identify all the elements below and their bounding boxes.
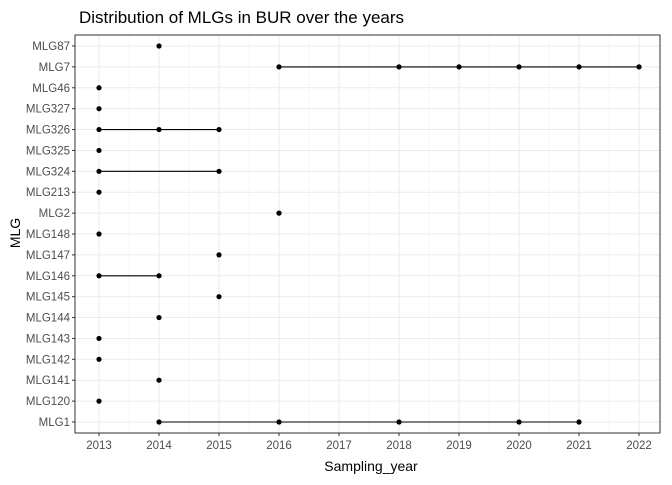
- x-tick-label: 2015: [206, 440, 232, 452]
- y-tick-label: MLG120: [26, 396, 70, 408]
- x-tick-label: 2014: [146, 440, 172, 452]
- x-tick-label: 2020: [506, 440, 532, 452]
- x-tick-label: 2016: [266, 440, 292, 452]
- data-point-mlg7-2022: [636, 64, 642, 70]
- data-point-mlg1-2020: [516, 419, 522, 425]
- y-tick-label: MLG148: [26, 229, 70, 241]
- data-point-mlg324-2015: [216, 168, 222, 174]
- data-point-mlg141-2014: [156, 377, 162, 383]
- data-point-mlg213-2013: [96, 189, 102, 195]
- y-tick-label: MLG145: [26, 292, 70, 304]
- y-tick-label: MLG326: [26, 125, 70, 137]
- data-point-mlg147-2015: [216, 252, 222, 258]
- x-tick-label: 2022: [626, 440, 652, 452]
- y-tick-label: MLG2: [39, 208, 70, 220]
- data-points: [96, 43, 642, 425]
- data-point-mlg327-2013: [96, 106, 102, 112]
- data-point-mlg143-2013: [96, 335, 102, 342]
- x-axis-title: Sampling_year: [324, 458, 418, 474]
- data-point-mlg1-2016: [276, 419, 282, 425]
- y-tick-label: MLG324: [26, 166, 71, 178]
- data-point-mlg326-2013: [96, 126, 102, 133]
- data-point-mlg87-2014: [156, 43, 162, 49]
- data-point-mlg1-2021: [576, 419, 582, 425]
- y-tick-label: MLG325: [26, 145, 70, 157]
- data-point-mlg148-2013: [96, 231, 102, 237]
- data-point-mlg7-2021: [576, 64, 582, 70]
- y-tick-label: MLG141: [26, 375, 70, 387]
- y-tick-label: MLG213: [26, 187, 70, 199]
- data-point-mlg146-2014: [156, 273, 162, 279]
- y-tick-label: MLG87: [32, 41, 70, 53]
- x-tick-label: 2019: [446, 440, 472, 452]
- x-tick-label: 2013: [86, 440, 112, 452]
- data-point-mlg326-2015: [216, 126, 222, 133]
- data-point-mlg145-2015: [216, 294, 222, 300]
- y-tick-label: MLG143: [26, 333, 70, 345]
- y-tick-label: MLG327: [26, 104, 70, 116]
- data-point-mlg120-2013: [96, 398, 102, 404]
- y-axis: MLG87 MLG7 MLG46 MLG327 MLG326 MLG325 MLG324 ML…: [26, 41, 75, 429]
- data-point-mlg324-2013: [96, 168, 102, 174]
- y-tick-label: MLG46: [32, 83, 70, 95]
- y-axis-title: MLG: [7, 218, 23, 248]
- y-tick-label: MLG146: [26, 271, 70, 283]
- x-tick-label: 2017: [326, 440, 352, 452]
- y-tick-label: MLG142: [26, 354, 70, 366]
- x-axis: 2013 2014 2015 2016 2017 2018 2019 2020 2021 2022: [86, 433, 652, 452]
- data-point-mlg142-2013: [96, 356, 102, 362]
- y-tick-label: MLG7: [39, 62, 70, 74]
- y-tick-label: MLG1: [39, 417, 70, 429]
- x-tick-label: 2018: [386, 440, 412, 452]
- data-point-mlg7-2019: [456, 64, 462, 70]
- data-point-mlg1-2014: [156, 419, 162, 425]
- data-point-mlg146-2013: [96, 273, 102, 279]
- y-tick-label: MLG144: [26, 313, 71, 325]
- data-point-mlg46-2013: [96, 85, 102, 91]
- y-tick-label: MLG147: [26, 250, 70, 262]
- data-point-mlg7-2016: [276, 64, 282, 70]
- data-point-mlg1-2018: [396, 419, 402, 425]
- x-tick-label: 2021: [566, 440, 592, 452]
- data-point-mlg326-2014: [156, 126, 162, 133]
- data-point-mlg325-2013: [96, 147, 102, 154]
- data-point-mlg7-2018: [396, 64, 402, 70]
- data-point-mlg2-2016: [276, 210, 282, 216]
- data-point-mlg7-2020: [516, 64, 522, 70]
- chart-title: Distribution of MLGs in BUR over the yea…: [79, 8, 404, 27]
- data-point-mlg144-2014: [156, 314, 162, 321]
